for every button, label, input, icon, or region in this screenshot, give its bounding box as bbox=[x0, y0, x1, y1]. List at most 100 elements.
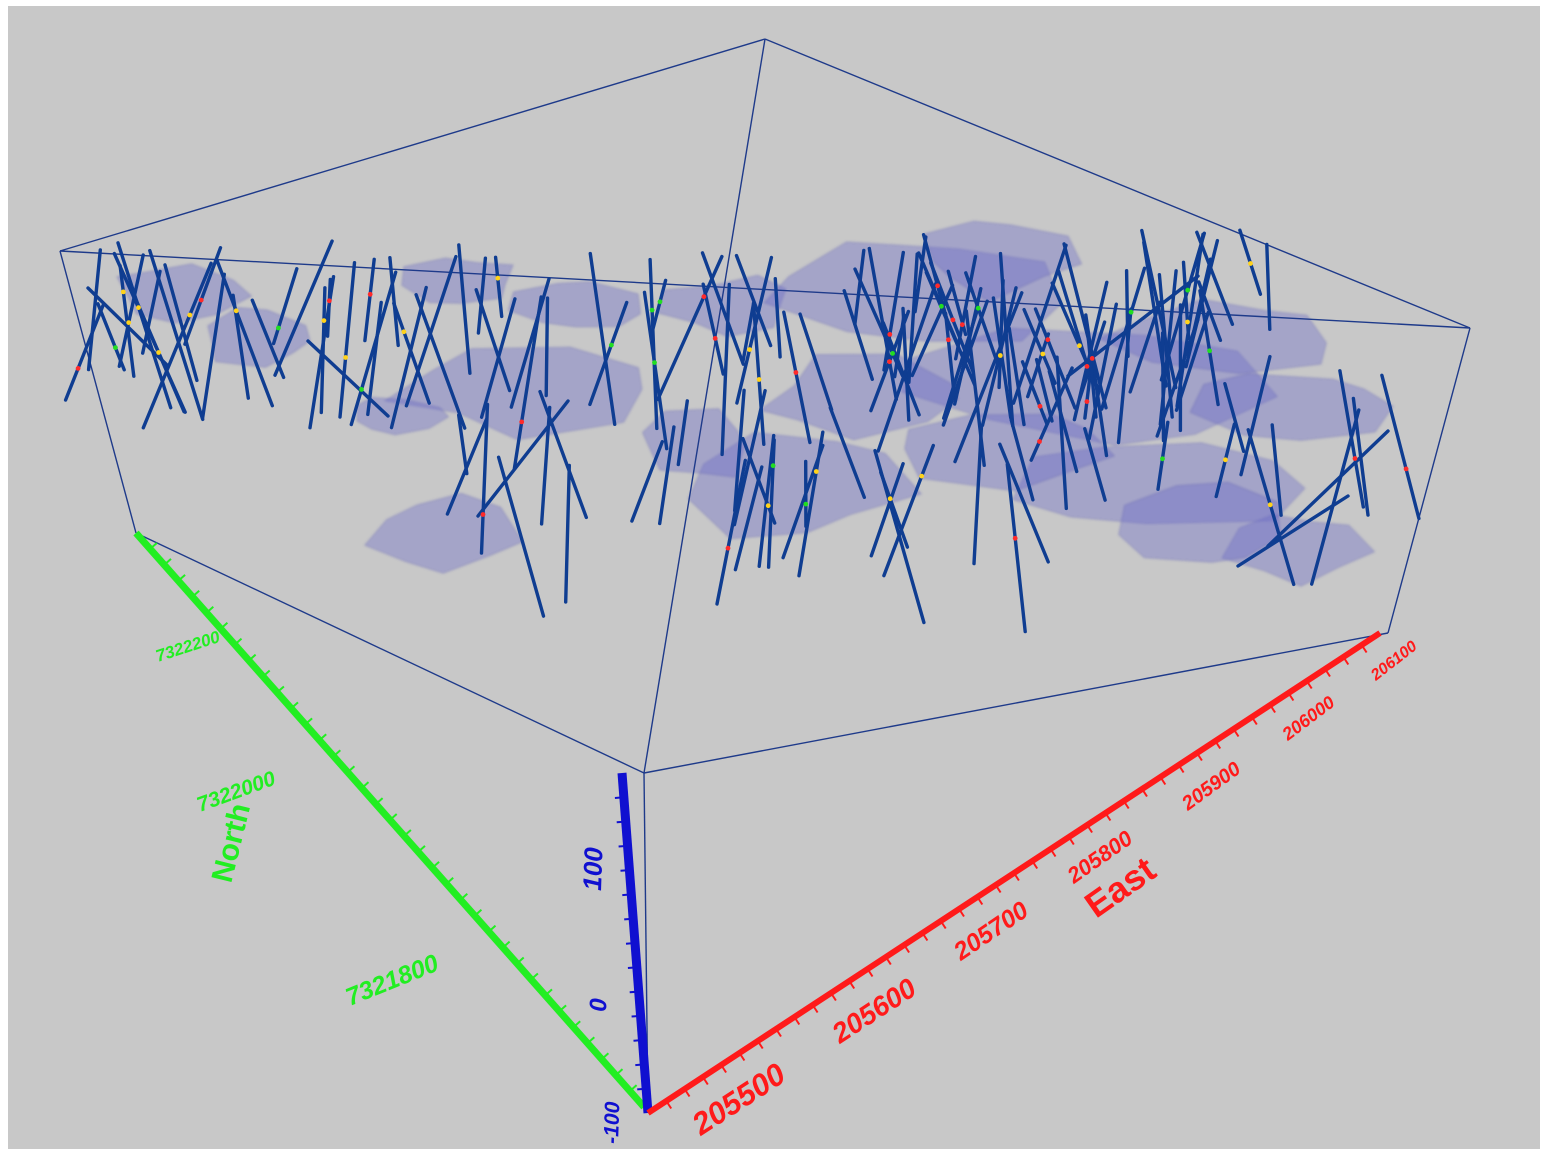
axis-tick bbox=[615, 1068, 624, 1076]
drillhole bbox=[853, 267, 905, 378]
axis-tick bbox=[516, 956, 525, 965]
drillhole bbox=[1062, 242, 1108, 410]
bounding-box-edge bbox=[59, 38, 766, 252]
axis-tick bbox=[572, 1020, 581, 1029]
sample-marker bbox=[1207, 348, 1212, 354]
axis-tick bbox=[830, 992, 837, 1002]
drillhole bbox=[642, 290, 669, 451]
axis-tick bbox=[1305, 680, 1313, 690]
axis-tick bbox=[1141, 788, 1148, 798]
axis-tick bbox=[1104, 812, 1112, 822]
axis-tick bbox=[627, 966, 637, 969]
axis-tick bbox=[586, 1036, 595, 1044]
sample-marker bbox=[136, 305, 141, 310]
drillhole bbox=[1020, 360, 1049, 426]
drillhole bbox=[1034, 357, 1054, 423]
drillhole bbox=[474, 288, 512, 393]
north-axis: 7322200 7322000 7321800 North bbox=[133, 530, 647, 1110]
sample-marker bbox=[1037, 403, 1043, 409]
axis-tick bbox=[1196, 752, 1203, 762]
axis-tick bbox=[1177, 764, 1185, 774]
axis-tick bbox=[474, 908, 483, 917]
axis-tick bbox=[1342, 656, 1350, 666]
orebody-surface bbox=[1189, 373, 1394, 441]
axis-tick bbox=[375, 797, 384, 805]
sample-marker bbox=[950, 317, 956, 323]
drillhole bbox=[250, 298, 286, 380]
drillhole bbox=[1265, 242, 1272, 331]
drillhole bbox=[118, 264, 136, 378]
sample-marker bbox=[480, 512, 486, 517]
drillhole bbox=[1239, 354, 1272, 477]
drillhole bbox=[781, 443, 825, 560]
3d-viewport[interactable]: 7322200 7322000 7321800 North 100 0 -100… bbox=[8, 6, 1540, 1149]
sample-marker bbox=[1012, 535, 1018, 541]
orebody-surface bbox=[1118, 481, 1281, 563]
axis-tick bbox=[1031, 860, 1039, 870]
drillhole bbox=[701, 282, 725, 376]
sample-marker bbox=[652, 360, 657, 365]
bounding-box bbox=[59, 38, 1471, 1114]
drillhole bbox=[163, 263, 199, 383]
drillhole bbox=[972, 423, 984, 566]
axis-tick bbox=[665, 1100, 673, 1110]
bounding-box-edge bbox=[135, 532, 645, 774]
drillhole bbox=[1085, 323, 1098, 419]
sample-marker bbox=[120, 289, 126, 295]
east-axis-ticks bbox=[665, 644, 1368, 1110]
axis-tick bbox=[811, 1004, 819, 1014]
sample-marker bbox=[975, 305, 981, 311]
drillhole bbox=[1083, 427, 1107, 502]
axis-tick bbox=[720, 1064, 727, 1074]
axis-tick bbox=[994, 884, 1002, 894]
orebody-group bbox=[116, 220, 1394, 587]
sample-marker bbox=[935, 283, 940, 289]
sample-marker bbox=[1084, 399, 1090, 404]
drillhole bbox=[338, 261, 357, 419]
sample-marker bbox=[649, 307, 655, 313]
drillhole bbox=[96, 302, 126, 372]
drillhole bbox=[876, 282, 938, 453]
drillhole bbox=[200, 272, 227, 420]
drillhole bbox=[964, 271, 1000, 365]
axis-tick bbox=[459, 893, 468, 901]
sample-marker bbox=[367, 291, 373, 297]
drillhole bbox=[183, 245, 223, 346]
orebody-surface bbox=[507, 281, 641, 328]
axis-tick bbox=[502, 940, 511, 949]
sample-marker bbox=[701, 294, 707, 300]
drillhole bbox=[907, 252, 919, 384]
drillhole bbox=[493, 255, 504, 319]
axis-tick bbox=[445, 877, 454, 885]
drillhole bbox=[1116, 307, 1133, 445]
sample-marker bbox=[887, 496, 893, 502]
axis-tick bbox=[885, 956, 892, 966]
drillhole bbox=[649, 278, 668, 338]
drillhole bbox=[741, 302, 756, 364]
north-tick-label: 7322200 bbox=[153, 627, 222, 666]
axis-tick bbox=[389, 813, 398, 821]
drillhole bbox=[1033, 307, 1077, 410]
sample-marker bbox=[1223, 457, 1228, 463]
drillhole bbox=[366, 300, 383, 417]
drillhole bbox=[349, 270, 398, 427]
drillhole bbox=[388, 255, 400, 348]
sample-marker bbox=[946, 337, 951, 343]
drillhole bbox=[404, 254, 458, 408]
sample-marker bbox=[712, 336, 718, 341]
sample-marker bbox=[1037, 439, 1042, 444]
drillhole bbox=[1066, 274, 1200, 378]
axis-tick bbox=[775, 1028, 782, 1038]
sample-marker bbox=[156, 350, 162, 355]
sample-marker bbox=[1077, 343, 1082, 349]
axis-tick bbox=[544, 988, 553, 997]
drillhole bbox=[509, 277, 551, 409]
drillhole bbox=[479, 402, 490, 555]
axis-tick bbox=[958, 908, 965, 918]
sample-markers bbox=[75, 261, 1409, 551]
drillhole bbox=[913, 235, 928, 314]
sample-marker bbox=[187, 312, 193, 318]
drillhole bbox=[869, 462, 905, 558]
sample-marker bbox=[1045, 337, 1051, 343]
axis-tick bbox=[625, 942, 636, 945]
